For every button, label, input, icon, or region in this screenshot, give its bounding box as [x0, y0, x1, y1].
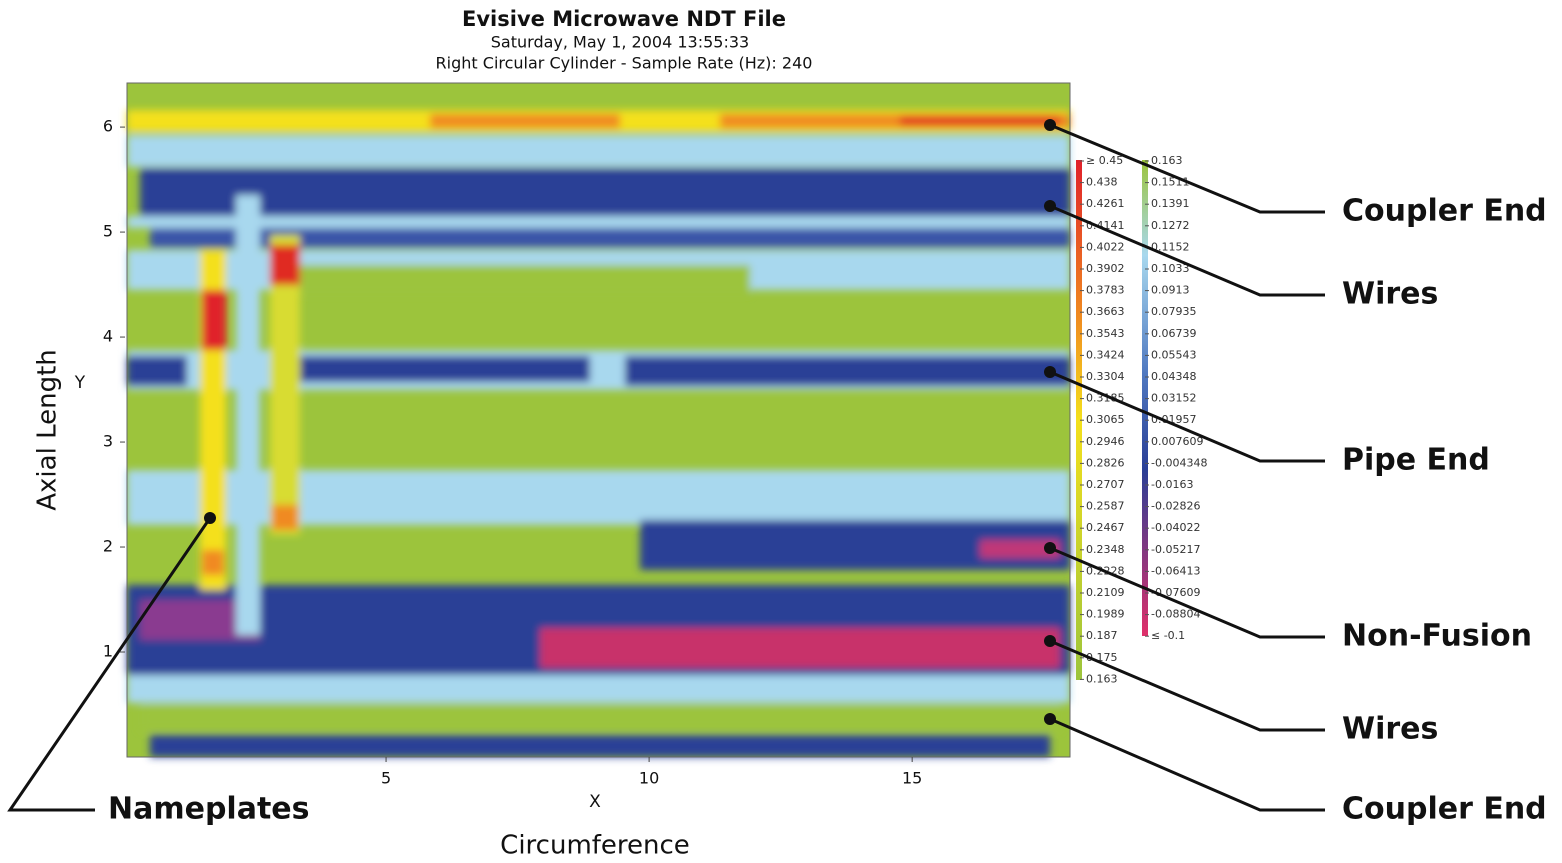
colorbar-label: 0.1511 [1151, 176, 1190, 189]
colorbar-label: 0.1272 [1151, 219, 1190, 232]
colorbar-label: 0.3663 [1086, 305, 1125, 318]
annotation-label: Non-Fusion [1342, 619, 1532, 654]
colorbar-label: 0.2707 [1086, 478, 1125, 491]
colorbar-label: 0.05543 [1151, 348, 1197, 361]
annotation-label: Nameplates [108, 792, 310, 827]
colorbar-label: 0.163 [1086, 672, 1118, 685]
colorbar-label: 0.3065 [1086, 413, 1125, 426]
colorbar-label: 0.187 [1086, 629, 1118, 642]
x-tick-label: 15 [902, 769, 922, 788]
y-tick-label: 6 [103, 117, 113, 136]
colorbar-label: ≥ 0.45 [1086, 154, 1123, 167]
colorbar-label: 0.007609 [1151, 435, 1204, 448]
y-tick-label: 3 [103, 432, 113, 451]
colorbar [1142, 160, 1148, 636]
colorbar-label: 0.1391 [1151, 197, 1190, 210]
colorbar-label: 0.0913 [1151, 284, 1190, 297]
chart-title: Evisive Microwave NDT File [462, 7, 786, 31]
annotation-label: Coupler End [1342, 792, 1547, 827]
colorbar-label: 0.2946 [1086, 435, 1125, 448]
chart-subtitle: Right Circular Cylinder - Sample Rate (H… [436, 54, 813, 73]
colorbar-label: -0.0163 [1151, 478, 1193, 491]
colorbar-label: -0.004348 [1151, 456, 1207, 469]
chart-subtitle: Saturday, May 1, 2004 13:55:33 [491, 33, 749, 52]
colorbar-label: 0.2826 [1086, 456, 1125, 469]
colorbar-label: 0.06739 [1151, 327, 1197, 340]
annotation-dot [1044, 635, 1056, 647]
colorbar-label: -0.02826 [1151, 500, 1200, 513]
colorbar-label: 0.3783 [1086, 284, 1125, 297]
colorbar-label: 0.3304 [1086, 370, 1125, 383]
colorbar-label: -0.05217 [1151, 543, 1200, 556]
y-tick-label: 4 [103, 327, 113, 346]
chart: Evisive Microwave NDT File Saturday, May… [0, 0, 1562, 863]
colorbar-label: 0.2109 [1086, 586, 1125, 599]
colorbar-label: 0.4022 [1086, 240, 1125, 253]
annotation-label: Coupler End [1342, 194, 1547, 229]
x-tick-label: 10 [639, 769, 659, 788]
x-axis-name: X [589, 792, 601, 812]
x-axis-label: Circumference [500, 831, 690, 861]
colorbar-label: 0.03152 [1151, 392, 1197, 405]
colorbar-label: 0.07935 [1151, 305, 1197, 318]
annotation-dot [1044, 119, 1056, 131]
y-axis-name: Y [74, 373, 86, 393]
colorbar-label: 0.163 [1151, 154, 1183, 167]
colorbar-label: 0.1989 [1086, 608, 1125, 621]
colorbar-label: 0.2348 [1086, 543, 1125, 556]
annotation-label: Pipe End [1342, 443, 1490, 478]
y-tick-label: 5 [103, 222, 113, 241]
colorbar-label: 0.2467 [1086, 521, 1125, 534]
annotation-dot [1044, 366, 1056, 378]
colorbar-label: 0.04348 [1151, 370, 1197, 383]
colorbar-label: -0.06413 [1151, 564, 1200, 577]
heatmap [127, 83, 1070, 757]
x-tick-label: 5 [381, 769, 391, 788]
annotation-dot [204, 512, 216, 524]
y-axis-label: Axial Length [33, 349, 63, 511]
y-tick-label: 2 [103, 537, 113, 556]
annotation-dot [1044, 542, 1056, 554]
annotation-dot [1044, 200, 1056, 212]
colorbar-label: 0.3424 [1086, 348, 1125, 361]
colorbar-label: 0.4261 [1086, 197, 1125, 210]
colorbar-label: 0.3543 [1086, 327, 1125, 340]
colorbar-label: 0.2587 [1086, 500, 1125, 513]
colorbar-label: ≤ -0.1 [1151, 629, 1185, 642]
colorbar-label: 0.438 [1086, 176, 1118, 189]
y-tick-label: 1 [103, 642, 113, 661]
annotation-dot [1044, 713, 1056, 725]
colorbar-label: -0.04022 [1151, 521, 1200, 534]
colorbar-label: 0.3902 [1086, 262, 1125, 275]
annotation-label: Wires [1342, 277, 1438, 312]
annotation-label: Wires [1342, 712, 1438, 747]
leader-line [1050, 719, 1325, 810]
